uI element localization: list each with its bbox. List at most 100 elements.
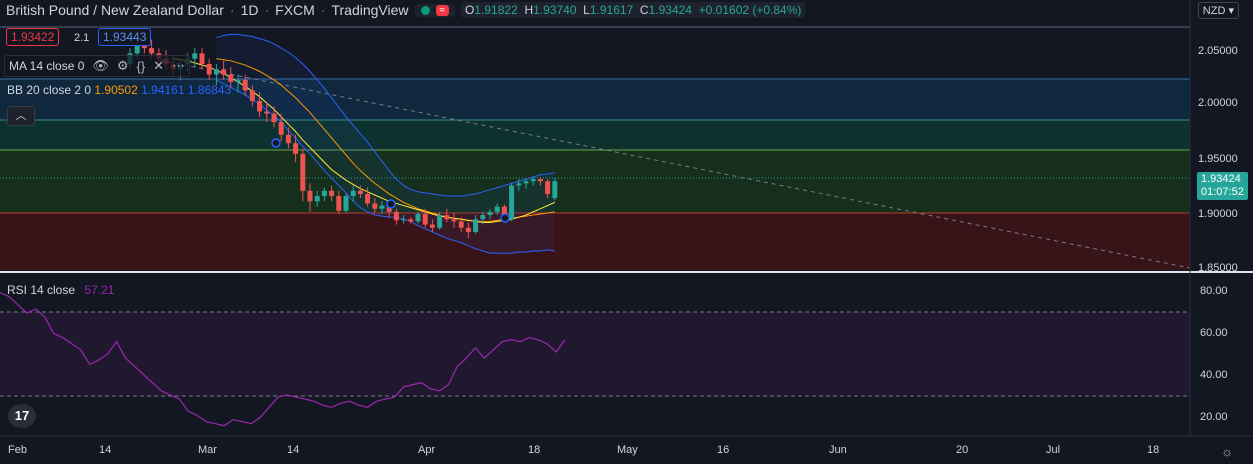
- bar-countdown: 01:07:52: [1201, 186, 1244, 198]
- candle-body[interactable]: [401, 219, 407, 221]
- source-code-icon[interactable]: {}: [136, 58, 146, 74]
- candle-body[interactable]: [213, 69, 219, 75]
- candle-body[interactable]: [437, 215, 443, 228]
- collapse-legend-button[interactable]: ︿: [7, 106, 35, 126]
- candle-body[interactable]: [278, 122, 284, 135]
- zone-teal: [0, 120, 1190, 150]
- candle-body[interactable]: [393, 211, 399, 221]
- candle-body[interactable]: [228, 74, 234, 82]
- candle-body[interactable]: [429, 224, 435, 228]
- candle-body[interactable]: [386, 205, 392, 212]
- candle-body[interactable]: [530, 179, 536, 182]
- event-marker[interactable]: [271, 138, 281, 148]
- candle-body[interactable]: [379, 205, 385, 209]
- candle-body[interactable]: [285, 134, 291, 144]
- ohlc-open: 1.91822: [474, 3, 518, 17]
- candle-body[interactable]: [242, 79, 248, 91]
- time-axis-label: Jul: [1046, 444, 1061, 456]
- candle-body[interactable]: [552, 181, 558, 199]
- candle-body[interactable]: [516, 183, 522, 186]
- bb-fill: [216, 34, 555, 254]
- candle-body[interactable]: [473, 219, 479, 232]
- close-icon[interactable]: ✕: [153, 58, 165, 73]
- candle-body[interactable]: [235, 79, 241, 82]
- event-markers[interactable]: [271, 138, 510, 223]
- candle-body[interactable]: [480, 215, 486, 220]
- candle-body[interactable]: [458, 221, 464, 228]
- candle-body[interactable]: [343, 196, 349, 211]
- candle-body[interactable]: [134, 42, 140, 54]
- candle-body[interactable]: [523, 181, 529, 184]
- candle-body[interactable]: [271, 113, 277, 123]
- buy-button[interactable]: 1.93443: [98, 28, 152, 46]
- tradingview-logo[interactable]: 17: [8, 404, 36, 428]
- symbol-header: British Pound / New Zealand Dollar · 1D …: [6, 2, 806, 18]
- candle-body[interactable]: [365, 193, 371, 204]
- rsi-polyline: [0, 291, 566, 427]
- price-axis-label: 1.85000: [1198, 262, 1238, 274]
- bb-upper-value: 1.94161: [141, 83, 185, 97]
- candle-body[interactable]: [264, 111, 270, 114]
- candle-body[interactable]: [451, 219, 457, 222]
- candle-body[interactable]: [444, 215, 450, 220]
- sell-button[interactable]: 1.93422: [6, 28, 60, 46]
- candle-body[interactable]: [357, 190, 363, 194]
- trend-line-dashed[interactable]: [159, 59, 1191, 269]
- event-marker[interactable]: [500, 213, 510, 223]
- platform-label: TradingView: [331, 2, 409, 18]
- candle-body[interactable]: [372, 203, 378, 209]
- candle-body[interactable]: [545, 181, 551, 194]
- chevron-up-icon: ︿: [15, 110, 27, 122]
- candle-body[interactable]: [206, 63, 212, 75]
- bb-legend[interactable]: BB 20 close 2 0 1.90502 1.94161 1.86843: [7, 83, 231, 97]
- time-axis-label: Apr: [418, 444, 436, 456]
- market-status[interactable]: ≈: [414, 3, 456, 17]
- candle-body[interactable]: [199, 53, 205, 64]
- candle-body[interactable]: [293, 143, 299, 154]
- ohlc-high: 1.93740: [533, 3, 577, 17]
- symbol-name[interactable]: British Pound / New Zealand Dollar: [6, 2, 224, 18]
- gear-icon[interactable]: ⚙: [116, 58, 129, 73]
- eye-icon[interactable]: 👁: [92, 58, 109, 73]
- candle-body[interactable]: [321, 190, 327, 197]
- candle-body[interactable]: [487, 211, 493, 216]
- candle-body[interactable]: [465, 227, 471, 232]
- gear-icon[interactable]: ☼: [1221, 444, 1233, 459]
- candle-body[interactable]: [329, 190, 335, 197]
- candle-body[interactable]: [149, 48, 155, 54]
- time-axis-label: 14: [287, 444, 300, 456]
- candle-body[interactable]: [257, 100, 263, 112]
- currency-selector[interactable]: NZD ▾: [1197, 2, 1239, 19]
- candle-body[interactable]: [537, 179, 543, 182]
- bb-basis-line: [216, 58, 555, 222]
- event-marker[interactable]: [386, 199, 396, 209]
- interval-label[interactable]: 1D: [240, 2, 259, 18]
- candle-body[interactable]: [501, 206, 507, 220]
- candle-body[interactable]: [300, 153, 306, 191]
- candle-body[interactable]: [408, 219, 414, 222]
- market-open-icon: [420, 5, 430, 15]
- candle-body[interactable]: [249, 90, 255, 101]
- candle-body[interactable]: [350, 190, 356, 197]
- more-icon[interactable]: ⋯: [172, 58, 186, 73]
- candle-body[interactable]: [221, 69, 227, 75]
- candle-body[interactable]: [192, 53, 198, 59]
- tradingview-logo-icon: 17: [14, 408, 30, 423]
- rsi-axis-label: 80.00: [1200, 285, 1228, 297]
- ma-legend[interactable]: MA 14 close 0 👁 ⚙ {} ✕ ⋯: [4, 55, 191, 77]
- candle-body[interactable]: [494, 206, 500, 212]
- time-axis-label: May: [617, 444, 638, 456]
- candle-body[interactable]: [422, 214, 428, 225]
- rsi-axis-label: 60.00: [1200, 327, 1228, 339]
- rsi-value: 57.21: [84, 283, 115, 297]
- bb-lower-value: 1.86843: [187, 83, 232, 97]
- rsi-legend[interactable]: RSI 14 close 57.21: [7, 283, 114, 297]
- candle-body[interactable]: [509, 185, 515, 220]
- rsi-axis-label: 20.00: [1200, 411, 1228, 423]
- candle-body[interactable]: [307, 190, 313, 202]
- candle-body[interactable]: [336, 196, 342, 211]
- candle-body[interactable]: [415, 214, 421, 222]
- time-axis-label: 20: [956, 444, 969, 456]
- candle-body[interactable]: [314, 196, 320, 202]
